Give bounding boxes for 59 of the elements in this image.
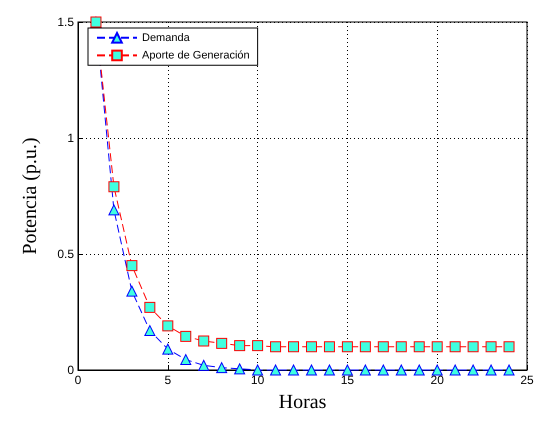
point	[198, 336, 210, 346]
point	[342, 364, 353, 376]
point	[450, 341, 461, 352]
point	[504, 341, 515, 352]
x-tick-label: 5	[164, 373, 172, 387]
point	[378, 341, 389, 352]
point	[468, 364, 479, 376]
point	[468, 341, 479, 352]
point	[342, 341, 353, 352]
y-tick-label: 1.5	[57, 15, 74, 29]
point	[360, 341, 371, 352]
point	[270, 341, 282, 352]
point	[396, 341, 407, 352]
point	[108, 181, 120, 192]
point	[450, 364, 461, 376]
point	[216, 362, 228, 374]
point	[126, 260, 138, 272]
point	[306, 341, 317, 352]
y-axis-title: Potencia (p.u.)	[19, 137, 41, 255]
x-tick-label: 25	[520, 373, 534, 387]
point	[216, 338, 228, 349]
point	[324, 341, 335, 352]
point	[252, 340, 264, 352]
point	[288, 341, 300, 352]
y-tick-label: 0	[67, 363, 74, 377]
point	[180, 330, 192, 342]
y-tick-label: 0.5	[57, 247, 74, 261]
point	[270, 364, 282, 376]
point	[306, 364, 317, 376]
point	[144, 302, 156, 313]
point	[198, 360, 210, 371]
point	[144, 325, 156, 336]
point	[288, 364, 300, 376]
point	[432, 364, 443, 376]
x-tick-label: 10	[250, 373, 265, 387]
x-tick-label: 15	[340, 373, 354, 387]
point	[234, 340, 246, 352]
point	[324, 364, 335, 376]
point	[504, 364, 515, 376]
point	[486, 341, 497, 352]
point	[378, 364, 389, 376]
point	[234, 363, 246, 374]
y-tick-label: 1	[67, 131, 74, 145]
point	[180, 354, 192, 366]
point	[414, 364, 425, 376]
point	[486, 364, 497, 376]
point	[360, 364, 371, 376]
point	[432, 341, 443, 352]
point	[252, 364, 264, 376]
point	[396, 364, 407, 376]
legend-label: Demanda	[142, 32, 191, 44]
legend-label: Aporte de Generación	[142, 49, 250, 62]
x-axis-title: Horas	[278, 391, 327, 413]
point	[108, 204, 120, 216]
point	[162, 320, 174, 332]
point	[414, 341, 425, 352]
point	[126, 286, 138, 297]
x-tick-label: 20	[430, 373, 444, 387]
point	[162, 344, 174, 355]
